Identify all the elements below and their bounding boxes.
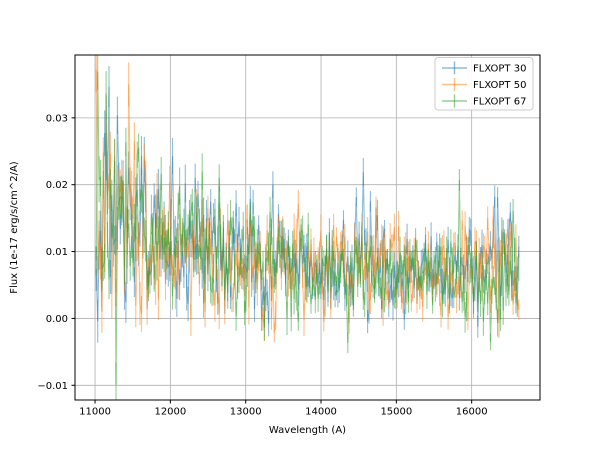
x-tick-label: 16000: [456, 407, 488, 418]
x-tick-label: 15000: [380, 407, 412, 418]
legend: FLXOPT 30 FLXOPT 50 FLXOPT 67: [434, 57, 534, 111]
x-tick-label: 12000: [154, 407, 186, 418]
x-axis-label: Wavelength (A): [269, 425, 346, 436]
legend-box: [434, 57, 534, 111]
legend-entry-label: FLXOPT 30: [473, 64, 526, 75]
y-tick-label: 0.02: [46, 180, 68, 191]
axes-border: [74, 54, 541, 401]
y-tick-label: 0.03: [46, 113, 68, 124]
y-tick-label: −0.01: [37, 381, 68, 392]
legend-entry-label: FLXOPT 50: [473, 80, 526, 91]
x-tick-label: 13000: [230, 407, 262, 418]
x-tick-label: 11000: [79, 407, 111, 418]
x-tick-label: 14000: [305, 407, 337, 418]
series-line-flxopt-67: [95, 71, 519, 385]
data-series: [95, 55, 520, 400]
legend-entry-label: FLXOPT 67: [473, 97, 526, 108]
y-axis-label: Flux (1e-17 erg/s/cm^2/A): [9, 161, 20, 293]
y-tick-label: 0.00: [46, 314, 68, 325]
axis-ticks: 11000 12000 13000 14000 15000 16000 −0.01 0.00 0…: [37, 113, 487, 417]
y-tick-label: 0.01: [46, 247, 68, 258]
